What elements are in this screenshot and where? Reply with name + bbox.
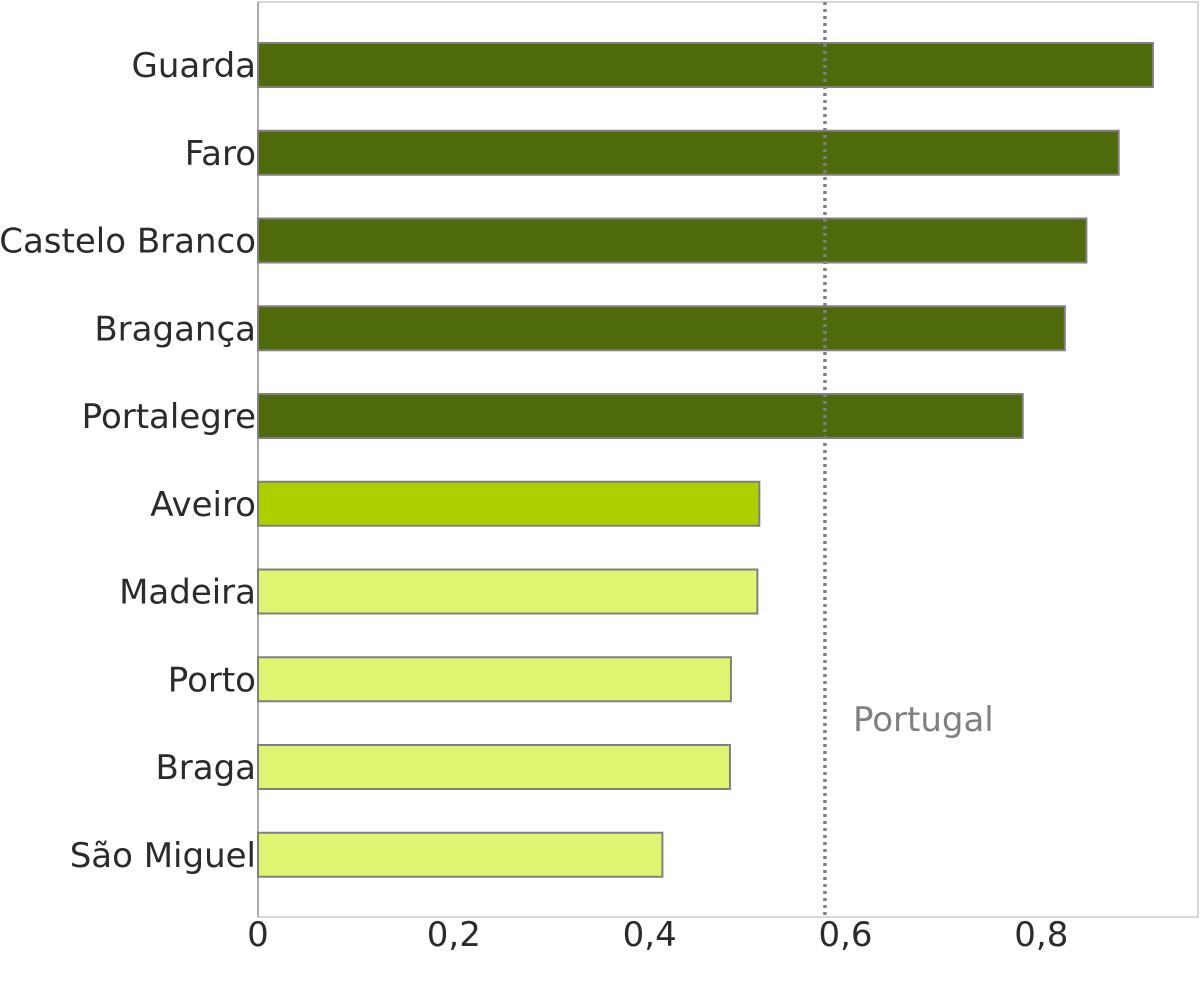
bar-0 (257, 42, 1154, 88)
category-label: Bragança (94, 309, 256, 349)
category-label: Portalegre (82, 397, 256, 437)
category-labels: Guarda Faro Castelo Branco Bragança Portaleg… (0, 46, 256, 876)
reference-line-label: Portugal (853, 700, 994, 740)
x-tick-label: 0,6 (818, 915, 872, 955)
category-label: Guarda (131, 46, 256, 86)
category-label: Castelo Branco (0, 222, 256, 262)
reference-line-group: Portugal (823, 2, 994, 917)
category-label: Faro (185, 134, 256, 174)
x-tick-label: 0,8 (1014, 915, 1068, 955)
x-tick-label: 0,4 (623, 915, 677, 955)
x-tick-label: 0,2 (427, 915, 481, 955)
bar-4 (257, 393, 1024, 439)
category-label: Porto (168, 660, 256, 700)
bar-2 (257, 217, 1088, 264)
bar-7 (257, 656, 732, 703)
x-tick-label: 0 (247, 915, 269, 955)
bars-group (257, 42, 1154, 878)
bar-6 (257, 568, 759, 615)
category-label: Braga (155, 748, 256, 788)
bar-9 (257, 831, 664, 878)
bar-3 (257, 305, 1066, 352)
bar-8 (257, 744, 731, 790)
category-label: Aveiro (150, 485, 256, 525)
category-label: Madeira (119, 573, 256, 613)
category-label: São Miguel (70, 836, 256, 876)
bar-5 (257, 480, 761, 527)
bar-1 (257, 129, 1120, 176)
x-tick-labels: 0 0,2 0,4 0,6 0,8 (247, 915, 1068, 955)
